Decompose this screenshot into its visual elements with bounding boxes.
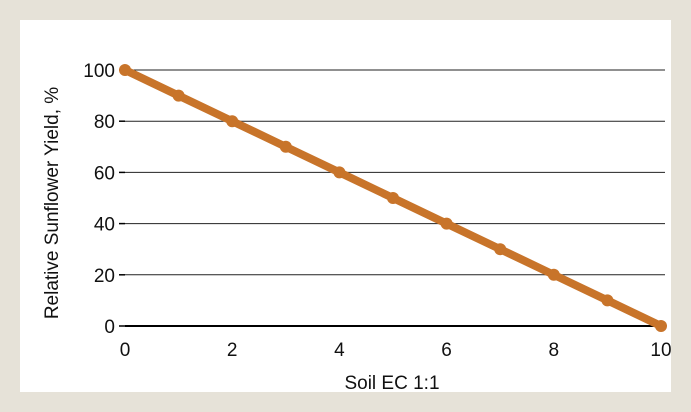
x-tick-label: 2 [227,340,238,361]
data-point [333,166,346,179]
x-tick-label: 4 [334,340,345,361]
x-tick-label: 8 [549,340,560,361]
data-series [119,64,667,332]
data-point [601,294,614,307]
x-tick-label: 10 [650,340,671,361]
y-tick-label: 0 [104,317,115,338]
data-point [494,243,507,256]
y-tick-label: 20 [94,266,115,287]
data-point [655,320,667,332]
plot-area-background [20,20,671,392]
x-tick-label: 0 [120,340,131,361]
data-point [172,89,185,102]
y-tick-label: 40 [94,215,115,236]
y-tick-label: 100 [83,61,115,82]
data-point [279,140,292,153]
y-tick-label: 80 [94,112,115,133]
x-tick-label: 6 [441,340,452,361]
data-point [440,217,453,230]
y-axis-title: Relative Sunflower Yield, % [42,87,63,319]
data-point [547,268,560,281]
data-point [119,64,131,76]
x-axis-title: Soil EC 1:1 [344,373,439,394]
y-tick-label: 60 [94,163,115,184]
tick-labels: 0 20 40 60 80 100 0 2 4 6 8 10 [83,61,671,361]
data-point [387,192,399,204]
grid-lines [125,69,665,276]
data-point [226,115,239,128]
